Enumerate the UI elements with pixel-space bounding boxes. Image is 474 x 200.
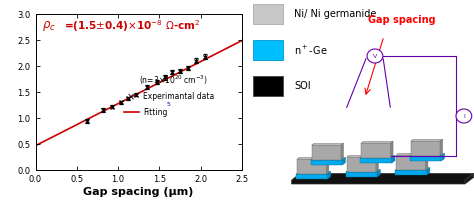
Polygon shape <box>360 158 392 163</box>
Polygon shape <box>410 154 445 156</box>
Polygon shape <box>410 156 441 161</box>
Polygon shape <box>411 141 440 156</box>
Text: SOI: SOI <box>294 81 310 91</box>
Polygon shape <box>311 158 346 160</box>
Polygon shape <box>376 155 378 172</box>
Circle shape <box>367 49 383 63</box>
FancyBboxPatch shape <box>253 4 283 24</box>
Polygon shape <box>342 158 346 165</box>
Text: $\times$: $\times$ <box>126 92 135 102</box>
Polygon shape <box>377 170 380 177</box>
Text: $\rho_c$: $\rho_c$ <box>42 19 55 33</box>
Polygon shape <box>426 153 428 170</box>
Polygon shape <box>328 172 331 179</box>
Text: V: V <box>373 53 377 58</box>
Polygon shape <box>361 141 393 143</box>
Text: 5: 5 <box>166 102 170 107</box>
X-axis label: Gap spacing (μm): Gap spacing (μm) <box>83 187 194 197</box>
Polygon shape <box>346 170 380 172</box>
Polygon shape <box>296 172 331 174</box>
Polygon shape <box>296 174 328 179</box>
Text: I: I <box>463 114 465 118</box>
Polygon shape <box>465 173 474 184</box>
Text: Ni/ Ni germanide: Ni/ Ni germanide <box>294 9 376 19</box>
FancyBboxPatch shape <box>253 76 283 96</box>
Polygon shape <box>411 139 443 141</box>
Polygon shape <box>427 168 430 175</box>
Polygon shape <box>392 156 395 163</box>
Text: Gap spacing: Gap spacing <box>368 15 436 25</box>
Circle shape <box>456 109 472 123</box>
Polygon shape <box>347 157 376 172</box>
Polygon shape <box>312 145 341 160</box>
Polygon shape <box>360 156 395 158</box>
Polygon shape <box>395 168 430 170</box>
Polygon shape <box>347 155 378 157</box>
Polygon shape <box>311 160 342 165</box>
Polygon shape <box>396 155 426 170</box>
Polygon shape <box>395 170 427 175</box>
Polygon shape <box>297 157 329 159</box>
Polygon shape <box>327 157 329 174</box>
Text: Experimantal data: Experimantal data <box>143 92 214 101</box>
Polygon shape <box>361 143 391 158</box>
Polygon shape <box>346 172 377 177</box>
Polygon shape <box>440 139 443 156</box>
Text: (n=3$\times$10$^{20}$ cm$^{-3}$): (n=3$\times$10$^{20}$ cm$^{-3}$) <box>138 73 208 87</box>
Text: =(1.5$\pm$0.4)$\times$10$^{-8}$ $\Omega$-cm$^2$: =(1.5$\pm$0.4)$\times$10$^{-8}$ $\Omega$… <box>64 19 201 34</box>
Polygon shape <box>396 153 428 155</box>
FancyBboxPatch shape <box>253 40 283 60</box>
Polygon shape <box>391 141 393 158</box>
Polygon shape <box>297 159 327 174</box>
Polygon shape <box>341 143 344 160</box>
Polygon shape <box>292 173 474 184</box>
Text: Fitting: Fitting <box>143 108 167 117</box>
Polygon shape <box>312 143 344 145</box>
Polygon shape <box>441 154 445 161</box>
Text: n$^+$-Ge: n$^+$-Ge <box>294 43 328 57</box>
